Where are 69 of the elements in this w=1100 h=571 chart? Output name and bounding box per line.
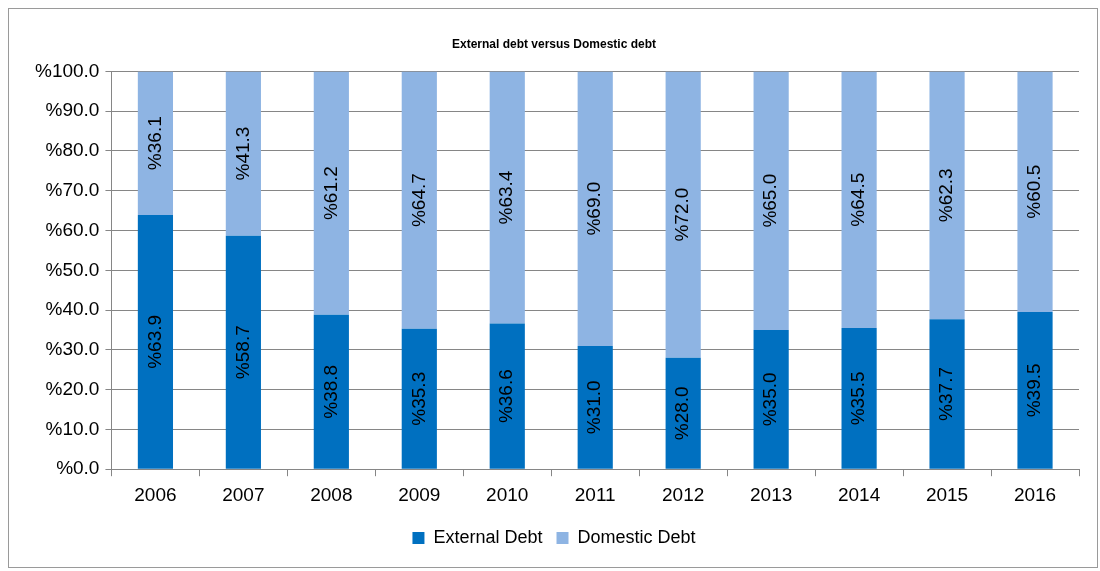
bar xyxy=(313,71,349,315)
data-label: %38.8 xyxy=(319,364,341,419)
data-label: %63.4 xyxy=(495,170,517,225)
bar xyxy=(577,345,613,469)
y-tick-label: %60.0 xyxy=(45,218,100,240)
y-tick-label: %90.0 xyxy=(45,99,100,121)
data-label: %37.7 xyxy=(935,367,957,421)
bar xyxy=(753,329,789,469)
bar xyxy=(401,328,437,469)
y-tick-label: %80.0 xyxy=(45,139,100,161)
data-label: %63.9 xyxy=(143,314,165,369)
bar xyxy=(1017,312,1053,469)
legend-label: Domestic Debt xyxy=(577,526,696,547)
data-label: %64.7 xyxy=(407,173,429,228)
x-tick-label: 2009 xyxy=(398,483,441,505)
y-tick-label: %30.0 xyxy=(45,338,100,360)
x-tick-label: 2013 xyxy=(750,483,793,505)
x-tick-label: 2010 xyxy=(486,483,529,505)
data-label: %35.5 xyxy=(847,371,869,426)
data-label: %35.3 xyxy=(407,371,429,426)
bar xyxy=(137,71,174,216)
bar xyxy=(1017,71,1053,313)
bar xyxy=(225,71,261,236)
data-label: %36.1 xyxy=(143,116,165,171)
chart-title: External debt versus Domestic debt xyxy=(451,36,657,51)
y-tick-label: %0.0 xyxy=(56,457,100,479)
y-tick-label: %10.0 xyxy=(45,417,100,439)
x-tick-label: 2011 xyxy=(574,483,616,505)
x-tick-label: 2012 xyxy=(662,483,705,505)
data-label: %61.2 xyxy=(319,166,341,221)
data-label: %36.6 xyxy=(495,369,517,424)
bar xyxy=(841,327,877,469)
x-tick-label: 2006 xyxy=(134,483,177,505)
x-tick-label: 2007 xyxy=(222,483,265,505)
data-label: %69.0 xyxy=(583,181,605,236)
y-tick-label: %70.0 xyxy=(45,178,100,200)
x-tick-label: 2008 xyxy=(310,483,353,505)
bar xyxy=(313,314,349,469)
legend-label: External Debt xyxy=(433,526,543,547)
data-label: %62.3 xyxy=(935,168,957,223)
bar xyxy=(929,71,965,320)
bar xyxy=(577,71,613,346)
data-label: %58.7 xyxy=(231,325,253,380)
bar xyxy=(665,357,701,469)
bar xyxy=(841,71,877,328)
data-label: %60.5 xyxy=(1023,164,1045,219)
bar xyxy=(489,71,525,324)
y-tick-label: %50.0 xyxy=(45,258,100,280)
data-label: %31.0 xyxy=(583,380,605,435)
y-tick-label: %40.0 xyxy=(45,298,100,320)
bar xyxy=(665,71,701,358)
data-label: %39.5 xyxy=(1023,363,1045,418)
data-label: %41.3 xyxy=(231,126,253,181)
bar xyxy=(489,323,525,469)
bar xyxy=(225,235,261,469)
x-tick-label: 2014 xyxy=(837,483,881,505)
bar xyxy=(753,71,789,330)
bar xyxy=(929,319,965,469)
x-tick-label: 2016 xyxy=(1013,483,1057,505)
data-label: %28.0 xyxy=(671,386,693,441)
bar xyxy=(137,215,174,469)
data-label: %35.0 xyxy=(759,372,781,427)
data-label: %65.0 xyxy=(759,173,781,228)
data-label: %64.5 xyxy=(847,172,869,227)
y-tick-label: %20.0 xyxy=(45,377,100,399)
y-tick-label: %100.0 xyxy=(34,59,100,81)
bar xyxy=(401,71,437,329)
data-label: %72.0 xyxy=(671,187,693,242)
x-tick-label: 2015 xyxy=(925,483,969,505)
